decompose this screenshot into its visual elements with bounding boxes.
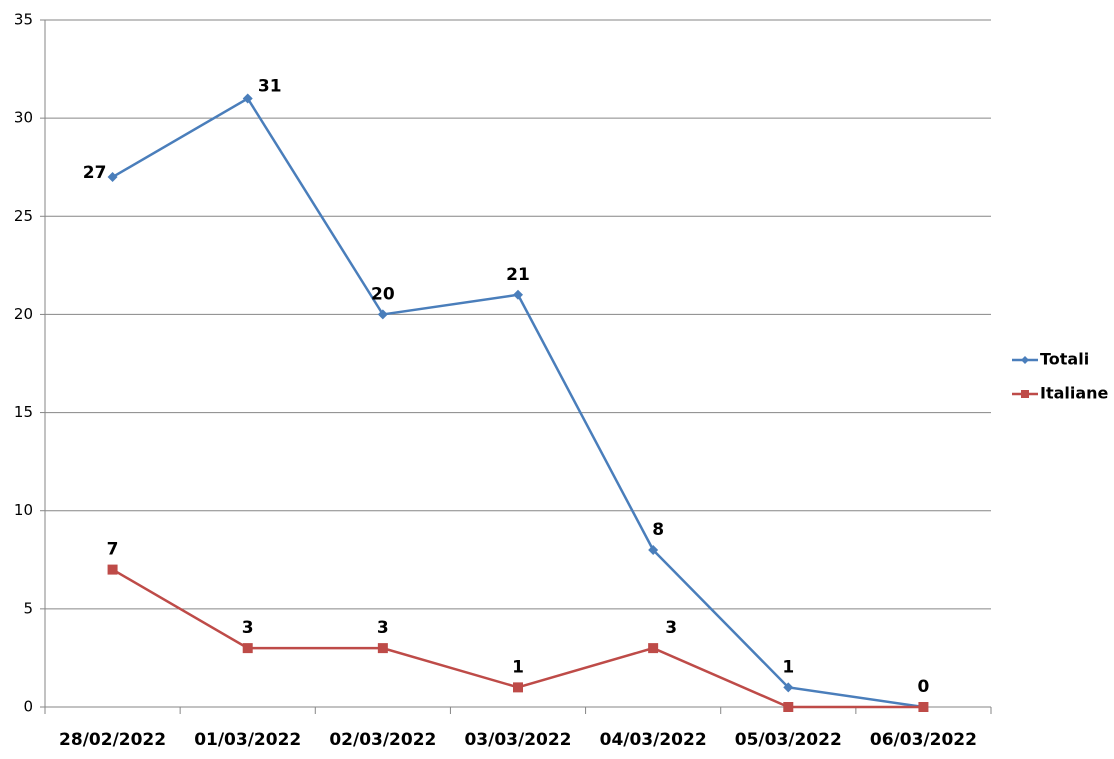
x-tick-label: 01/03/2022: [194, 730, 301, 750]
y-tick-label: 25: [14, 207, 33, 225]
marker: [783, 702, 794, 712]
x-tick-label: 04/03/2022: [600, 730, 707, 750]
y-tick-label: 15: [14, 403, 33, 421]
data-label: 20: [371, 284, 395, 304]
data-label: 0: [918, 677, 930, 697]
legend-label: Italiane: [1040, 384, 1109, 403]
x-tick-label: 28/02/2022: [59, 730, 166, 750]
marker: [513, 289, 523, 300]
marker: [107, 172, 118, 183]
marker: [513, 682, 523, 693]
data-label: 1: [782, 657, 794, 677]
data-label: 8: [652, 520, 664, 540]
y-tick-label: 0: [23, 698, 33, 716]
marker: [242, 93, 253, 104]
data-label: 21: [506, 265, 530, 285]
marker: [918, 702, 929, 712]
data-label: 3: [242, 618, 254, 638]
y-tick-label: 35: [14, 11, 33, 29]
marker: [648, 643, 659, 654]
y-tick-label: 5: [23, 599, 33, 617]
x-tick-label: 02/03/2022: [329, 730, 436, 750]
marker: [377, 309, 388, 320]
y-tick-label: 20: [14, 305, 33, 323]
marker: [107, 564, 118, 575]
x-tick-label: 05/03/2022: [735, 730, 842, 750]
marker: [783, 682, 794, 693]
x-tick-label: 03/03/2022: [464, 730, 571, 750]
data-label: 1: [512, 657, 524, 677]
data-label: 3: [665, 618, 677, 638]
data-label: 31: [258, 77, 282, 97]
marker: [648, 544, 659, 555]
data-label: 27: [83, 163, 107, 183]
data-label: 7: [107, 540, 119, 560]
legend-marker: [1021, 390, 1029, 398]
y-tick-label: 10: [14, 501, 33, 519]
series-line: [111, 96, 924, 709]
legend-marker: [1021, 356, 1029, 364]
marker: [377, 643, 388, 654]
marker: [242, 643, 253, 654]
x-tick-label: 06/03/2022: [870, 730, 977, 750]
legend-label: Totali: [1040, 350, 1089, 369]
y-tick-label: 30: [14, 109, 33, 127]
data-label: 3: [377, 618, 389, 638]
